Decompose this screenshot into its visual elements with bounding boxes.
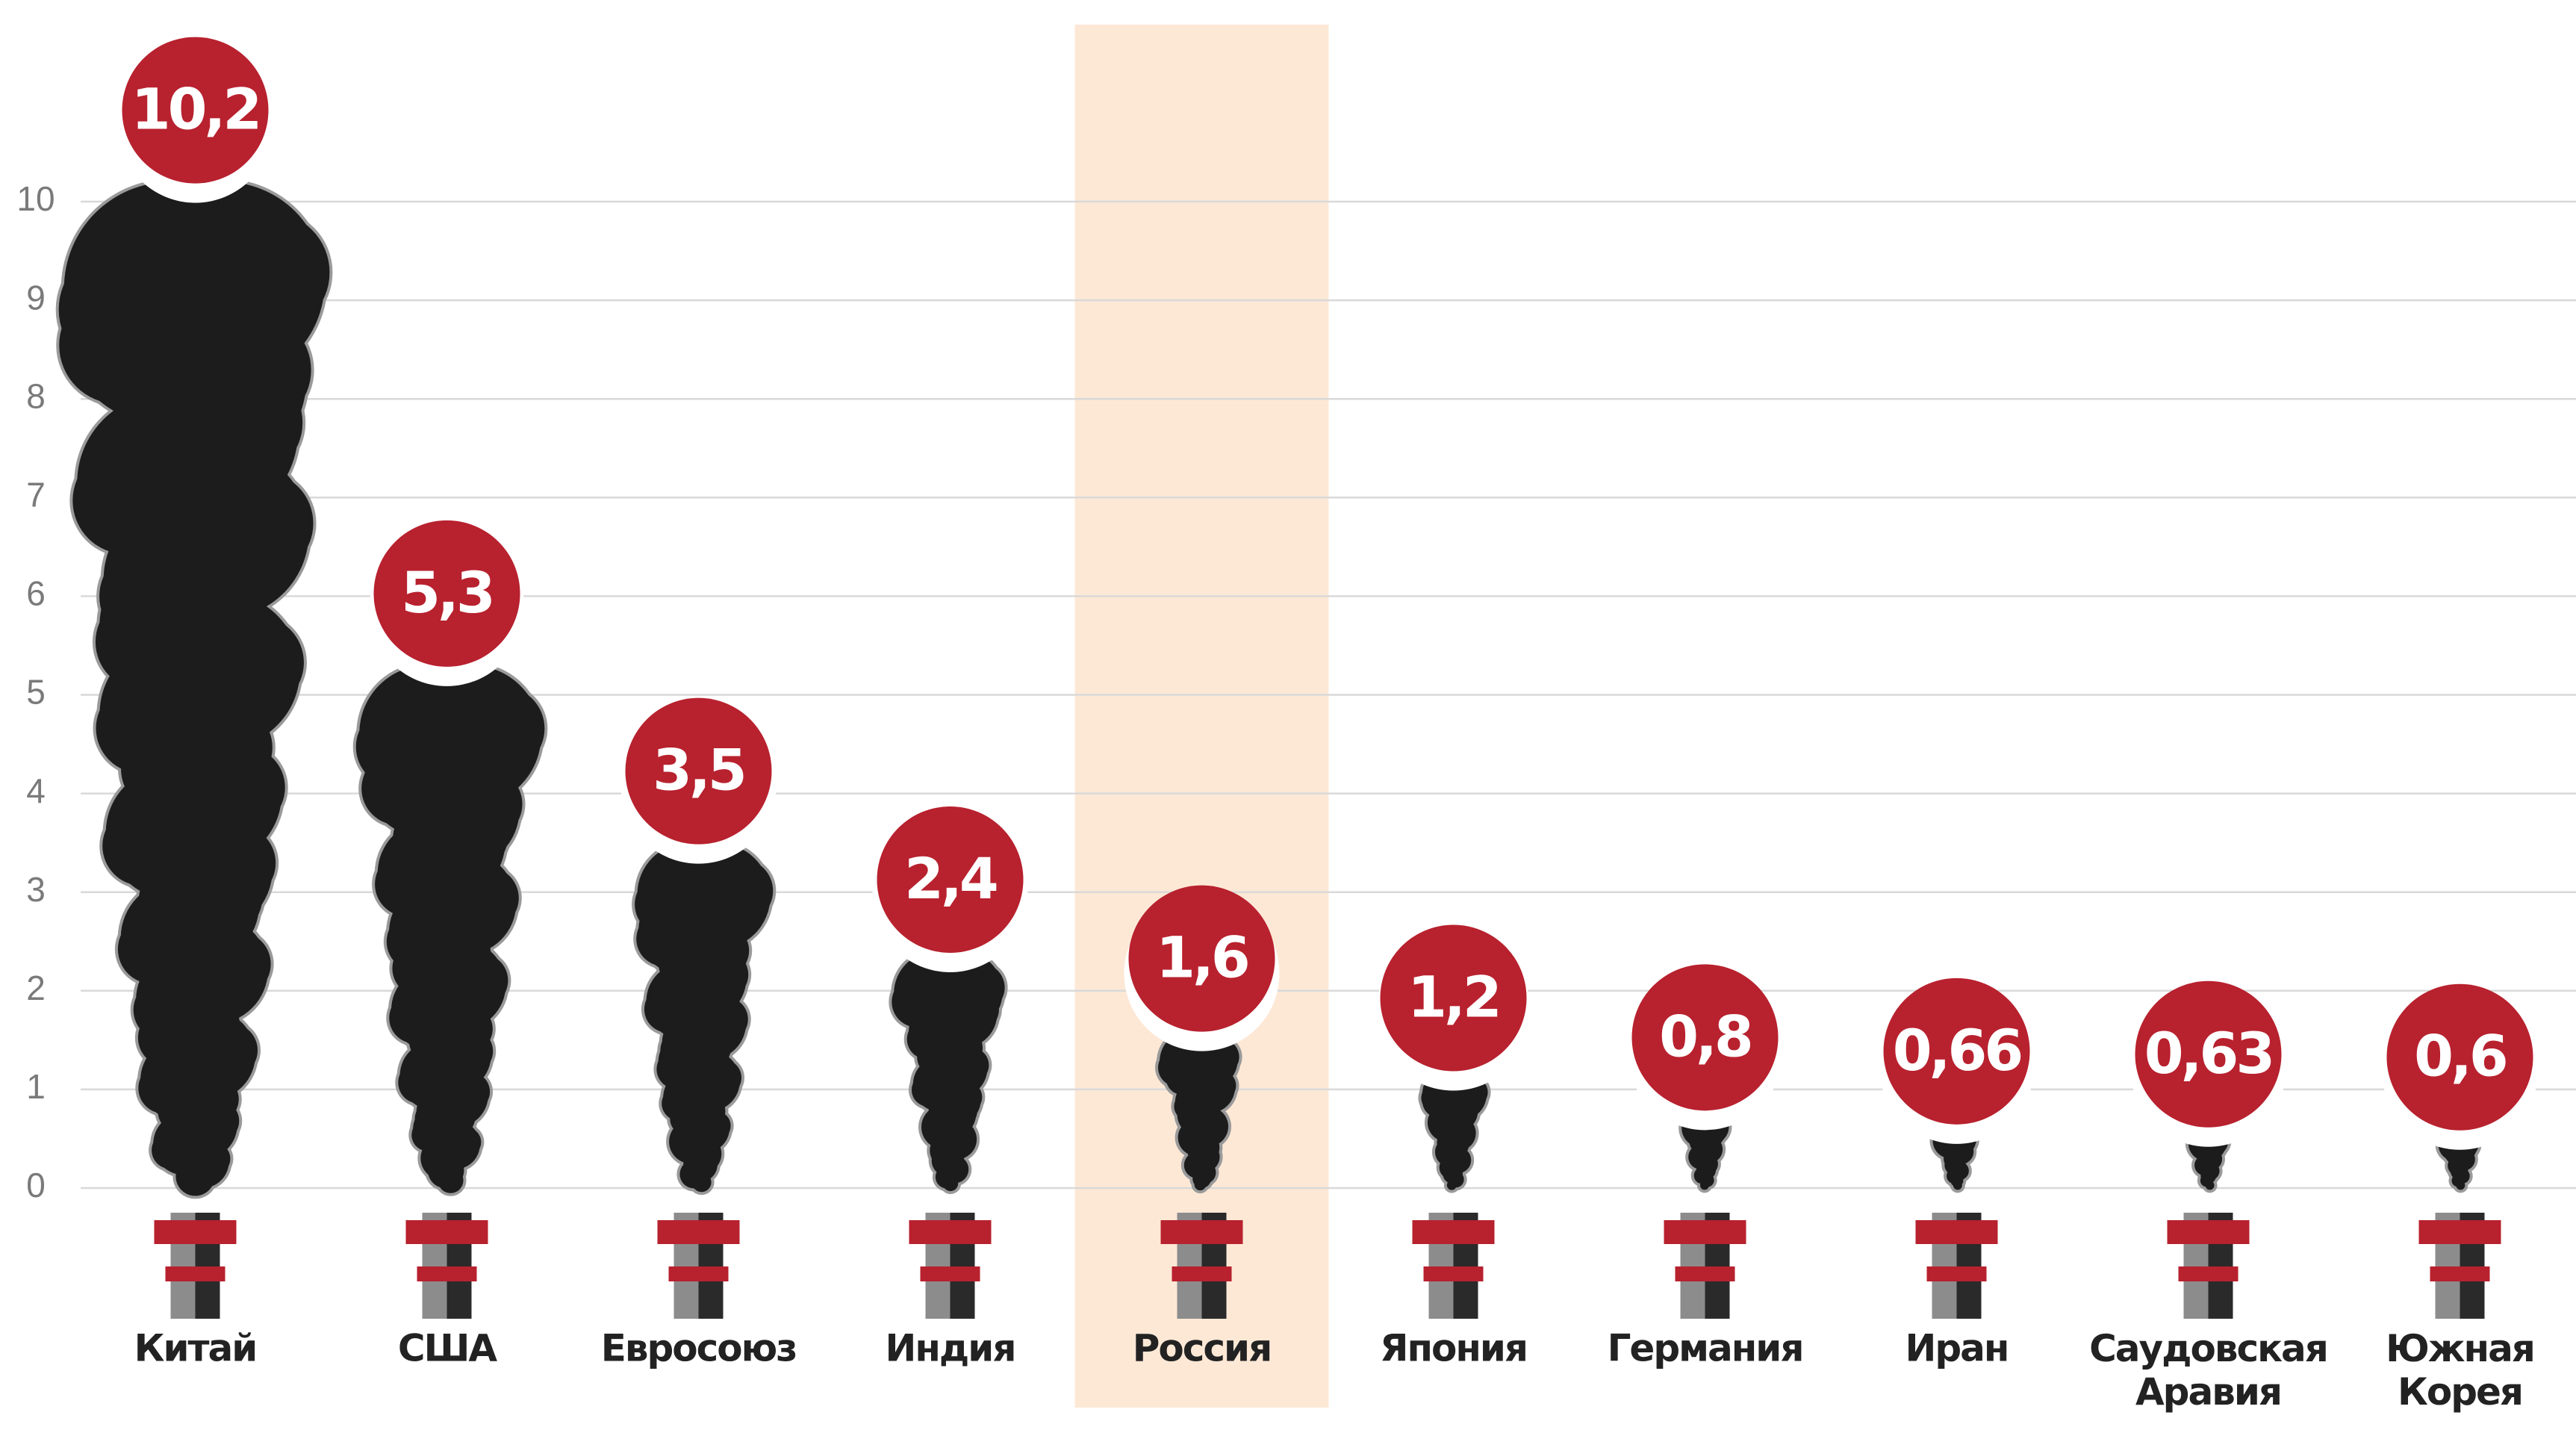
value-badge (1380, 924, 1527, 1072)
value-label: 0,8 (1659, 1003, 1751, 1069)
value-label: 0,63 (2144, 1020, 2273, 1087)
x-tick-label: Германия (1608, 1327, 1803, 1370)
smoke-puff (87, 181, 304, 399)
value-badge (877, 806, 1024, 953)
chimney-band (2430, 1266, 2490, 1281)
value-badge (1128, 885, 1275, 1032)
chimney-band (417, 1266, 477, 1281)
value-label: 1,6 (1156, 924, 1248, 991)
x-tick-label: Индия (886, 1327, 1015, 1370)
value-label: 0,6 (2414, 1023, 2506, 1089)
chimney-band (657, 1220, 740, 1244)
chimney-band (920, 1266, 980, 1281)
smoke-plume (889, 948, 1008, 1195)
smoke-plume (352, 662, 548, 1196)
chimney-band (1915, 1220, 1998, 1244)
y-tick-label: 5 (26, 673, 46, 712)
value-badge (373, 520, 520, 667)
y-tick-label: 7 (26, 475, 46, 514)
chimney-band (1160, 1220, 1243, 1244)
value-badge (2386, 983, 2533, 1131)
value-badge (1631, 964, 1779, 1111)
chimney-band (2167, 1220, 2250, 1244)
value-badge (2135, 980, 2282, 1128)
y-tick-label: 9 (26, 278, 46, 317)
x-tick-label: Южная Корея (2386, 1327, 2534, 1414)
y-tick-label: 4 (26, 771, 46, 810)
value-label: 10,2 (131, 76, 260, 143)
chimney-band (154, 1220, 237, 1244)
smoke-puff (376, 665, 518, 807)
chimney-band (1172, 1266, 1232, 1281)
x-tick-label: Япония (1380, 1327, 1527, 1370)
x-tick-label: Евросоюз (601, 1327, 797, 1370)
x-tick-label: Китай (134, 1327, 257, 1370)
value-label: 1,2 (1407, 963, 1499, 1030)
value-badge (1883, 977, 2030, 1125)
y-tick-label: 2 (26, 969, 46, 1007)
value-badge (122, 37, 269, 184)
chimney-band (668, 1266, 729, 1281)
chimney-band (909, 1220, 992, 1244)
chimney-band (405, 1220, 488, 1244)
smoke-puff (907, 951, 993, 1036)
y-tick-label: 6 (26, 574, 46, 613)
y-tick-label: 3 (26, 870, 46, 909)
chimney-band (1675, 1266, 1735, 1281)
value-label: 2,4 (904, 845, 997, 912)
smoke-plume (55, 178, 333, 1199)
chimney-band (1423, 1266, 1484, 1281)
x-tick-label: Саудовская Аравия (2089, 1327, 2327, 1414)
x-tick-label: США (398, 1327, 497, 1370)
chimney-band (1412, 1220, 1495, 1244)
smoke-puff (644, 842, 753, 951)
x-tick-label: Россия (1133, 1327, 1271, 1370)
chimney-band (2418, 1220, 2501, 1244)
y-tick-label: 10 (16, 179, 55, 218)
chimney-band (2178, 1266, 2239, 1281)
chimney-band (1664, 1220, 1746, 1244)
smoke-plume (632, 839, 777, 1196)
y-tick-label: 0 (26, 1166, 46, 1204)
y-tick-label: 1 (26, 1067, 46, 1106)
y-tick-label: 8 (26, 376, 46, 415)
value-label: 0,66 (1893, 1017, 2021, 1084)
value-label: 5,3 (401, 559, 493, 626)
chimney-band (1926, 1266, 1987, 1281)
value-label: 3,5 (653, 737, 744, 803)
chimney-band (165, 1266, 225, 1281)
highlight-band (1074, 25, 1329, 1408)
x-tick-label: Иран (1905, 1327, 2009, 1370)
value-badge (625, 697, 772, 845)
